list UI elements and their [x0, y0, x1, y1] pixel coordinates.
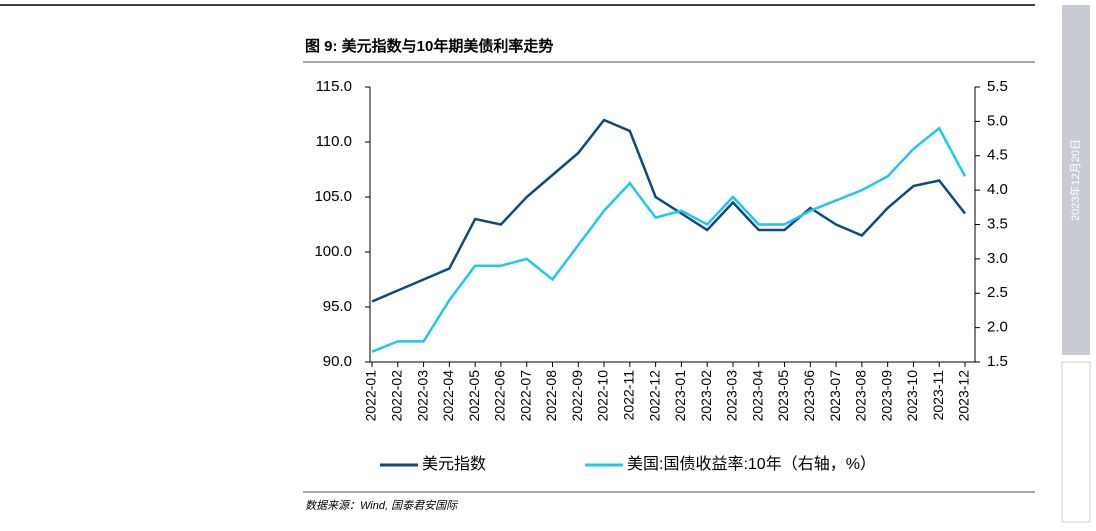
x-tick-label: 2023-02 [698, 370, 714, 422]
y2-tick-label: 2.5 [987, 284, 1008, 301]
x-tick-label: 2023-12 [956, 370, 972, 422]
y-tick-label: 100.0 [314, 243, 352, 260]
y-tick-label: 95.0 [323, 298, 352, 315]
x-tick-label: 2022-08 [543, 370, 559, 422]
y2-tick-label: 3.0 [987, 250, 1008, 267]
x-tick-label: 2022-12 [646, 370, 662, 422]
x-tick-label: 2022-07 [517, 370, 533, 422]
x-tick-label: 2023-08 [853, 370, 869, 422]
x-tick-label: 2022-09 [569, 370, 585, 422]
x-tick-label: 2023-09 [878, 370, 894, 422]
source: 数据来源：Wind, 国泰君安国际 [305, 499, 458, 512]
series-line [371, 118, 966, 303]
x-tick-label: 2023-06 [801, 370, 817, 422]
sidebar-box [1061, 361, 1091, 523]
x-tick-label: 2023-11 [930, 370, 946, 421]
x-tick-label: 2023-04 [749, 370, 765, 422]
chart-title: 图 9: 美元指数与10年期美债利率走势 [305, 37, 553, 55]
y-tick-label: 105.0 [314, 188, 352, 205]
y2-tick-label: 5.0 [987, 112, 1008, 129]
x-tick-label: 2022-10 [595, 370, 611, 422]
y2-tick-label: 3.5 [987, 215, 1008, 232]
x-tick-label: 2022-06 [492, 370, 508, 422]
legend-label: 美国:国债收益率:10年（右轴，%） [627, 455, 876, 473]
y2-tick-label: 1.5 [987, 353, 1008, 370]
x-tick-label: 2023-01 [672, 370, 688, 422]
y-tick-label: 115.0 [316, 78, 352, 95]
x-tick-label: 2023-03 [724, 370, 740, 422]
date-stamp: 2023年12月20日 [1068, 139, 1082, 221]
x-tick-label: 2022-03 [414, 370, 430, 422]
y2-tick-label: 4.0 [987, 181, 1008, 198]
x-tick-label: 2022-01 [363, 370, 379, 422]
series-line [371, 126, 967, 353]
y-tick-label: 90.0 [323, 353, 352, 370]
y2-tick-label: 2.0 [987, 319, 1008, 336]
x-tick-label: 2023-07 [827, 370, 843, 422]
x-tick-label: 2022-04 [440, 370, 456, 422]
y2-tick-label: 5.5 [987, 78, 1008, 95]
x-tick-label: 2023-10 [904, 370, 920, 422]
x-tick-label: 2023-05 [775, 370, 791, 422]
y-tick-label: 110.0 [316, 133, 352, 150]
x-tick-label: 2022-11 [621, 370, 637, 421]
x-tick-label: 2022-05 [466, 370, 482, 422]
y2-tick-label: 4.5 [987, 147, 1008, 164]
sidebar [1062, 5, 1090, 355]
legend-label: 美元指数 [422, 455, 486, 473]
x-tick-label: 2022-02 [388, 370, 404, 422]
